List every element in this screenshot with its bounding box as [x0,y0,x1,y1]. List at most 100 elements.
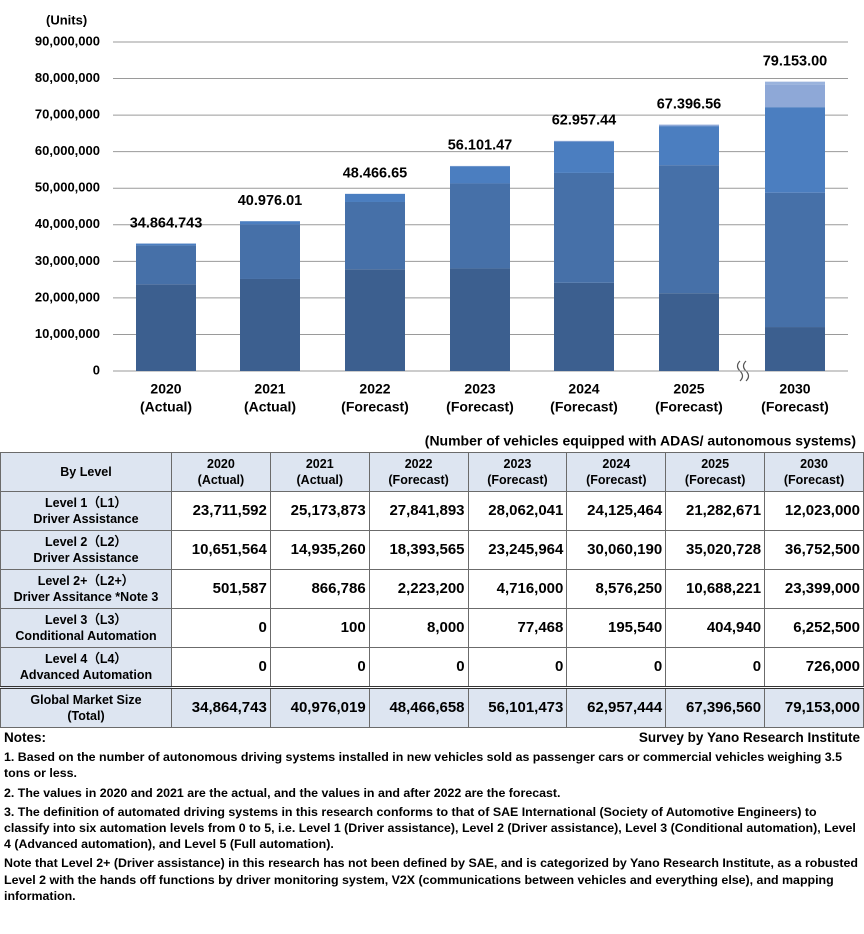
bar-segment [450,268,510,371]
bar-segment [345,193,405,202]
corner-cell: By Level [0,452,172,492]
value-cell: 6,252,500 [764,608,864,648]
header-phase: (Forecast) [487,473,548,487]
bar-segment [554,172,614,283]
row-header: Level 1（L1） Driver Assistance [0,491,172,531]
note-item: 3. The definition of automated driving s… [4,804,856,852]
total-label: 40.976.01 [238,193,303,209]
total-label: 56.101.47 [448,138,513,154]
x-tick-sublabel: (Forecast) [761,399,829,415]
level-row: Level 4（L4） Advanced Automation 0 0 0 0 0 0 726,… [0,647,864,688]
y-axis-label: (Units) [46,12,87,27]
header-year: 2021 [305,457,334,471]
total-label: 34.864.743 [130,215,203,231]
header-year: 2030 [800,457,828,471]
bar-segment [765,327,825,371]
row-name: Level 2（L2） [45,535,127,549]
bar-segment [240,278,300,371]
bar-segment [345,201,405,270]
value-cell: 10,651,564 [171,530,271,570]
value-cell: 10,688,221 [665,569,766,609]
y-tick-label: 90,000,000 [35,33,100,48]
row-name: Level 2+（L2+） [37,574,135,588]
column-header: 2021 (Actual) [269,452,370,492]
value-cell: 8,576,250 [566,569,667,609]
value-cell: 18,393,565 [368,530,469,570]
y-tick-label: 50,000,000 [35,180,100,195]
x-tick-label: 2020 [150,381,181,397]
value-cell: 4,716,000 [467,569,568,609]
value-cell: 0 [566,647,667,688]
column-header: 2020 (Actual) [171,452,271,492]
bar-segment [659,293,719,371]
source: Survey by Yano Research Institute [638,730,860,745]
x-tick-label: 2024 [568,381,599,397]
bar-segment [659,124,719,127]
total-label: 62.957.44 [552,113,617,129]
x-tick-sublabel: (Actual) [140,399,192,415]
header-year: 2025 [701,457,730,471]
header-year: 2024 [602,457,631,471]
header-phase: (Forecast) [586,473,647,487]
value-cell: 62,957,444 [566,686,667,728]
value-cell: 56,101,473 [467,686,568,728]
y-tick-label: 80,000,000 [35,70,100,85]
value-cell: 25,173,873 [269,491,370,531]
row-description: Driver Assitance *Note 3 [13,590,159,604]
x-tick-label: 2022 [359,381,390,397]
x-tick-label: 2030 [779,381,810,397]
level-row: Level 1（L1） Driver Assistance 23,711,592 25… [0,491,864,531]
bar-segment [136,284,196,371]
x-tick-label: 2025 [673,381,704,397]
bar-segment [345,269,405,371]
value-cell: 30,060,190 [566,530,667,570]
column-header: 2022 (Forecast) [368,452,469,492]
bar-segment [765,192,825,328]
value-cell: 27,841,893 [368,491,469,531]
row-description: Driver Assistance [33,512,139,526]
row-name: Level 1（L1） [45,496,127,510]
value-cell: 2,223,200 [368,569,469,609]
value-cell: 501,587 [171,569,271,609]
row-name: Level 3（L3） [45,613,127,627]
notes-heading: Notes: [4,730,47,745]
value-cell: 24,125,464 [566,491,667,531]
value-cell: 23,245,964 [467,530,568,570]
bar-segment [554,282,614,371]
row-description: Driver Assistance [33,551,139,565]
y-tick-label: 20,000,000 [35,289,100,304]
value-cell: 35,020,728 [665,530,766,570]
row-name: Global Market Size [30,693,142,707]
value-cell: 28,062,041 [467,491,568,531]
y-tick-label: 0 [93,362,100,377]
value-cell: 48,466,658 [368,686,469,728]
value-cell: 8,000 [368,608,469,648]
level-row: Level 2+（L2+） Driver Assitance *Note 3 501… [0,569,864,609]
column-header: 2023 (Forecast) [467,452,568,492]
value-cell: 0 [171,647,271,688]
value-cell: 21,282,671 [665,491,766,531]
header-phase: (Actual) [296,473,344,487]
note-item: 1. Based on the number of autonomous dri… [4,750,843,781]
value-cell: 23,399,000 [764,569,864,609]
bar-segment [765,84,825,108]
bar-segment [554,141,614,173]
row-description: Advanced Automation [19,668,153,682]
value-cell: 23,711,592 [171,491,271,531]
header-phase: (Actual) [197,473,245,487]
column-header: 2025 (Forecast) [665,452,766,492]
bar-segment [450,183,510,269]
x-tick-sublabel: (Forecast) [446,399,514,415]
column-header: 2030 (Forecast) [764,452,864,492]
value-cell: 0 [368,647,469,688]
x-tick-sublabel: (Forecast) [655,399,723,415]
row-header: Level 2（L2） Driver Assistance [0,530,172,570]
y-tick-label: 10,000,000 [35,326,100,341]
y-tick-label: 30,000,000 [35,253,100,268]
bar-segment [659,126,719,166]
header-phase: (Forecast) [388,473,449,487]
total-row: Global Market Size (Total) 34,864,743 40,97… [0,686,864,728]
value-cell: 0 [269,647,370,688]
bar-segment [659,165,719,294]
value-cell: 0 [171,608,271,648]
